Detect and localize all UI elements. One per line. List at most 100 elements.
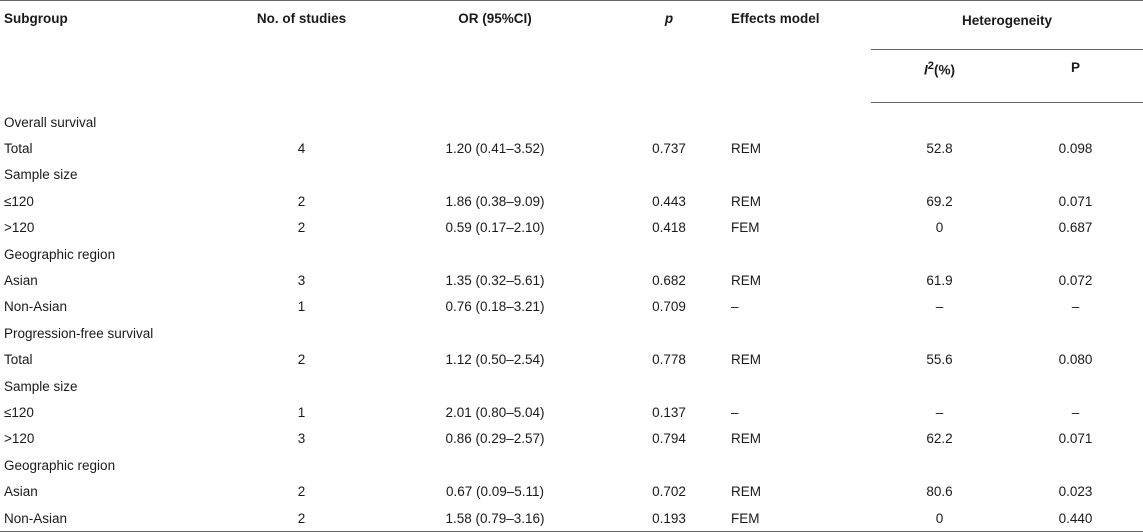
cell-het-p: – [1071,299,1080,315]
header-i2-sup: 2 [927,60,935,72]
cell-or: 0.86 (0.29–2.57) [445,431,545,447]
cell-het-p: 0.072 [1058,273,1093,289]
cell-label: Geographic region [4,457,116,473]
cell-i2: 61.9 [926,273,953,289]
table-header: Subgroup No. of studies OR (95%CI) p Eff… [0,0,1143,103]
cell-studies: 2 [224,504,379,532]
cell-p: 0.709 [652,299,686,315]
header-heterogeneity: Heterogeneity [871,0,1143,50]
cell-model: REM [731,273,761,289]
cell-or: 0.76 (0.18–3.21) [445,299,545,315]
cell-or: 2.01 (0.80–5.04) [445,404,545,420]
table-row: Total 2 1.12 (0.50–2.54) 0.778 REM 55.6 0.080 [0,347,1143,373]
cell-label: Geographic region [4,246,116,262]
cell-model: REM [731,352,761,368]
cell-subgroup: Total [4,352,33,368]
cell-label: Progression-free survival [4,325,154,341]
cell-het-p: 0.687 [1058,220,1093,236]
cell-i2: 69.2 [926,193,953,209]
cell-i2: – [935,404,944,420]
cell-label: Sample size [4,167,78,183]
cell-or: 1.86 (0.38–9.09) [445,193,545,209]
cell-subgroup: Asian [4,484,38,500]
cell-model: – [731,299,739,315]
cell-or: 1.35 (0.32–5.61) [445,273,545,289]
cell-label: Sample size [4,378,78,394]
cell-subgroup: Non-Asian [0,504,224,532]
section-row: Overall survival [0,103,1143,136]
cell-het-p: – [1071,404,1080,420]
cell-het-p: 0.071 [1058,193,1093,209]
cell-het-p: 0.023 [1058,484,1093,500]
table-row: ≤120 2 1.86 (0.38–9.09) 0.443 REM 69.2 0.071 [0,188,1143,214]
cell-het-p: 0.071 [1058,431,1093,447]
header-p: p [611,0,727,103]
cell-model: REM [731,484,761,500]
cell-i2: 62.2 [926,431,953,447]
cell-studies: 2 [297,484,306,500]
cell-or: 1.20 (0.41–3.52) [445,141,545,157]
header-subgroup: Subgroup [0,0,224,103]
table-row: Non-Asian 2 1.58 (0.79–3.16) 0.193 FEM 0 0.440 [0,504,1143,532]
cell-i2: 52.8 [926,141,953,157]
header-or: OR (95%CI) [379,0,611,103]
cell-or: 1.58 (0.79–3.16) [379,504,611,532]
table-row: Non-Asian 1 0.76 (0.18–3.21) 0.709 – – – [0,294,1143,320]
cell-studies: 2 [297,193,306,209]
cell-p: 0.737 [652,141,686,157]
cell-label: Overall survival [4,114,97,130]
cell-model: – [731,404,739,420]
cell-het-p: 0.098 [1058,141,1093,157]
cell-i2: – [935,299,944,315]
cell-p: 0.794 [652,431,686,447]
header-i2-suffix: (%) [934,62,956,78]
cell-p: 0.193 [611,504,727,532]
cell-or: 0.59 (0.17–2.10) [445,220,545,236]
cell-i2: 80.6 [926,484,953,500]
cell-p: 0.778 [652,352,686,368]
cell-p: 0.137 [652,404,686,420]
table-row: Asian 2 0.67 (0.09–5.11) 0.702 REM 80.6 0.023 [0,478,1143,504]
cell-model: FEM [727,504,871,532]
table-row: >120 3 0.86 (0.29–2.57) 0.794 REM 62.2 0.071 [0,426,1143,452]
cell-studies: 1 [297,404,306,420]
header-p-text: p [664,11,674,26]
header-i2-base: I [923,62,928,78]
cell-studies: 2 [297,220,306,236]
table-row: Asian 3 1.35 (0.32–5.61) 0.682 REM 61.9 0.072 [0,267,1143,293]
cell-p: 0.418 [652,220,686,236]
table-body: Overall survival Total 4 1.20 (0.41–3.52) 0.… [0,103,1143,532]
section-row: Progression-free survival [0,320,1143,346]
header-studies: No. of studies [224,0,379,103]
cell-i2: 55.6 [926,352,953,368]
cell-model: REM [731,193,761,209]
cell-subgroup: Asian [4,273,38,289]
section-row: Geographic region [0,241,1143,267]
cell-or: 1.12 (0.50–2.54) [445,352,545,368]
cell-subgroup: >120 [4,431,35,447]
header-model: Effects model [727,0,871,103]
cell-subgroup: ≤120 [4,193,34,209]
cell-het-p: 0.440 [1008,504,1143,532]
cell-or: 0.67 (0.09–5.11) [445,484,545,500]
header-i2: I2(%) [871,49,1008,103]
cell-p: 0.702 [652,484,686,500]
cell-studies: 2 [297,352,306,368]
cell-subgroup: Non-Asian [4,299,68,315]
section-row: Sample size [0,162,1143,188]
cell-model: REM [731,431,761,447]
section-row: Geographic region [0,452,1143,478]
cell-studies: 3 [297,431,306,447]
cell-studies: 3 [297,273,306,289]
cell-model: FEM [731,220,760,236]
table-row: Total 4 1.20 (0.41–3.52) 0.737 REM 52.8 0.098 [0,135,1143,161]
cell-p: 0.682 [652,273,686,289]
cell-subgroup: ≤120 [4,404,34,420]
header-het-p: P [1008,49,1143,103]
table-row: ≤120 1 2.01 (0.80–5.04) 0.137 – – – [0,399,1143,425]
cell-subgroup: >120 [4,220,35,236]
cell-het-p: 0.080 [1058,352,1093,368]
cell-studies: 4 [297,141,306,157]
section-row: Sample size [0,373,1143,399]
